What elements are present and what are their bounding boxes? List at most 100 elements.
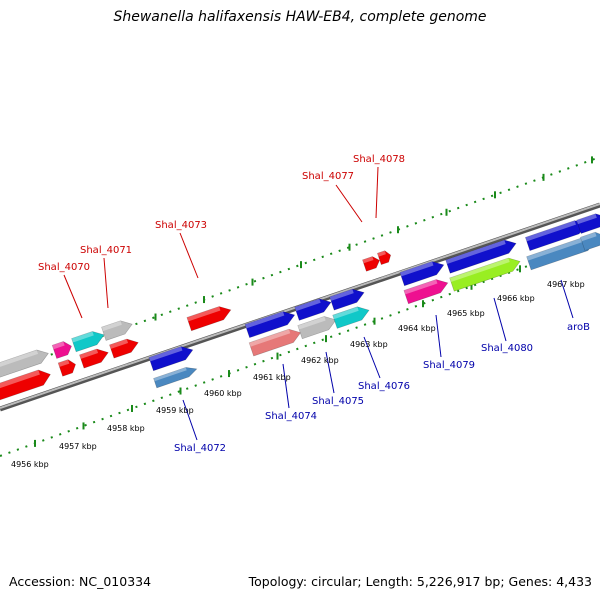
gene-blue-f-highlight [525,220,576,242]
gene-shal-4075-arrow [297,316,337,340]
accession-text: Accession: NC_010334 [9,574,152,589]
gene-grey-a-highlight [0,349,39,371]
gene-shal-4080 [449,257,521,292]
gene-label-shal-4075: Shal_4075 [312,396,364,407]
gene-blue-e [445,239,517,274]
gene-shal-4080-arrow [449,257,521,292]
gene-blue-c-arrow [329,288,365,311]
gene-red-c-highlight [79,349,99,359]
gene-steel-h-highlight [580,232,597,242]
gene-blue-g-highlight [576,213,597,225]
gene-label-shal-4071: Shal_4071 [80,245,132,256]
kbp-label-4956: 4956 kbp [11,460,49,469]
gene-red-d-arrow [109,338,139,359]
gene-label-shal-4078: Shal_4078 [353,154,405,165]
gene-shal-4073 [186,306,232,332]
gene-red-d-highlight [109,339,129,349]
gene-shal-4079-arrow [403,279,449,305]
bottom-gene-labels: Shal_4072 Shal_4074 Shal_4075 Shal_4076 … [174,322,590,454]
gene-red-a [0,369,51,402]
gene-shal-4072-bottom-arrow [153,367,198,389]
gene-label-arob: aroB [567,322,590,333]
leader-shal-4070 [63,274,83,319]
gene-grey-b [101,320,133,341]
gene-red-c [79,348,109,369]
gene-blue-c-highlight [329,289,354,301]
kbp-label-4962: 4962 kbp [301,356,339,365]
gene-shal-4076 [332,306,370,329]
gene-grey-a [0,349,49,380]
gene-cyan-a-highlight [71,331,94,343]
kbp-label-4957: 4957 kbp [59,442,97,451]
leader-shal-4072 [182,399,198,441]
gene-shal-4074 [248,328,302,357]
gene-cyan-a-arrow [71,331,105,353]
gene-shal-4076-arrow [332,306,370,329]
kbp-label-4960: 4960 kbp [204,389,242,398]
gene-shal-4078 [377,250,392,265]
gene-shal-4072-top-arrow [148,346,194,372]
gene-label-shal-4076: Shal_4076 [358,381,410,392]
gene-shal-4077 [362,256,380,272]
gene-shal-4074-arrow [248,328,302,357]
gene-magenta-a [51,341,72,359]
gene-blue-a-highlight [245,311,285,329]
leader-shal-4080 [493,297,507,342]
gene-arob-highlight [526,237,585,261]
gene-features [0,213,600,402]
kbp-label-4967: 4967 kbp [547,280,585,289]
gene-red-d [109,338,139,359]
gene-grey-b-arrow [101,320,133,341]
kbp-label-4959: 4959 kbp [156,406,194,415]
genome-title: Shewanella halifaxensis HAW-EB4, complet… [113,9,487,25]
gene-red-a-highlight [0,369,40,391]
gene-label-shal-4080: Shal_4080 [481,343,533,354]
gene-red-b [57,359,76,377]
gene-shal-4078-arrow [377,250,392,265]
gene-magenta-a-highlight [52,341,65,350]
gene-shal-4072-bottom [153,367,198,389]
top-tick-track [0,156,600,374]
gene-shal-4072-top [148,346,194,372]
gene-blue-d-highlight [399,261,434,277]
gene-red-c-arrow [79,348,109,369]
label-leaders [63,166,574,441]
gene-shal-4072-bottom-highlight [153,367,187,382]
gene-red-a-arrow [0,369,51,402]
gene-blue-a-arrow [244,311,296,339]
gene-label-shal-4079: Shal_4079 [423,360,475,371]
kbp-label-4961: 4961 kbp [253,373,291,382]
gene-shal-4077-arrow [362,256,380,272]
gene-cyan-a [71,331,105,353]
gene-label-shal-4072: Shal_4072 [174,443,226,454]
gene-shal-4073-highlight [186,306,221,322]
gene-magenta-a-arrow [51,341,72,359]
gene-blue-e-highlight [445,240,506,264]
kbp-label-4963: 4963 kbp [350,340,388,349]
gene-blue-d [399,261,445,287]
kbp-label-4958: 4958 kbp [107,424,145,433]
gene-blue-e-arrow [445,239,517,274]
gene-shal-4075 [297,316,337,340]
gene-steel-h-arrow [580,231,600,251]
gene-blue-b-highlight [294,298,321,312]
gene-red-b-arrow [57,359,76,377]
gene-shal-4077-highlight [362,256,374,264]
leader-shal-4075 [325,351,335,394]
leader-shal-4076 [363,336,381,379]
topology-text: Topology: circular; Length: 5,226,917 bp… [248,574,592,589]
gene-grey-b-highlight [101,320,122,332]
bottom-tick-track [0,239,600,457]
gene-blue-a [244,311,296,339]
gene-shal-4076-highlight [332,306,359,320]
gene-shal-4075-highlight [297,316,326,330]
gene-shal-4074-highlight [249,329,291,347]
leader-shal-4078 [375,166,379,219]
kbp-label-4966: 4966 kbp [497,294,535,303]
leader-shal-4074 [282,363,290,409]
gene-blue-b [294,298,332,321]
gene-label-shal-4073: Shal_4073 [155,220,207,231]
kbp-label-4964: 4964 kbp [398,324,436,333]
gene-shal-4079-highlight [403,279,438,295]
